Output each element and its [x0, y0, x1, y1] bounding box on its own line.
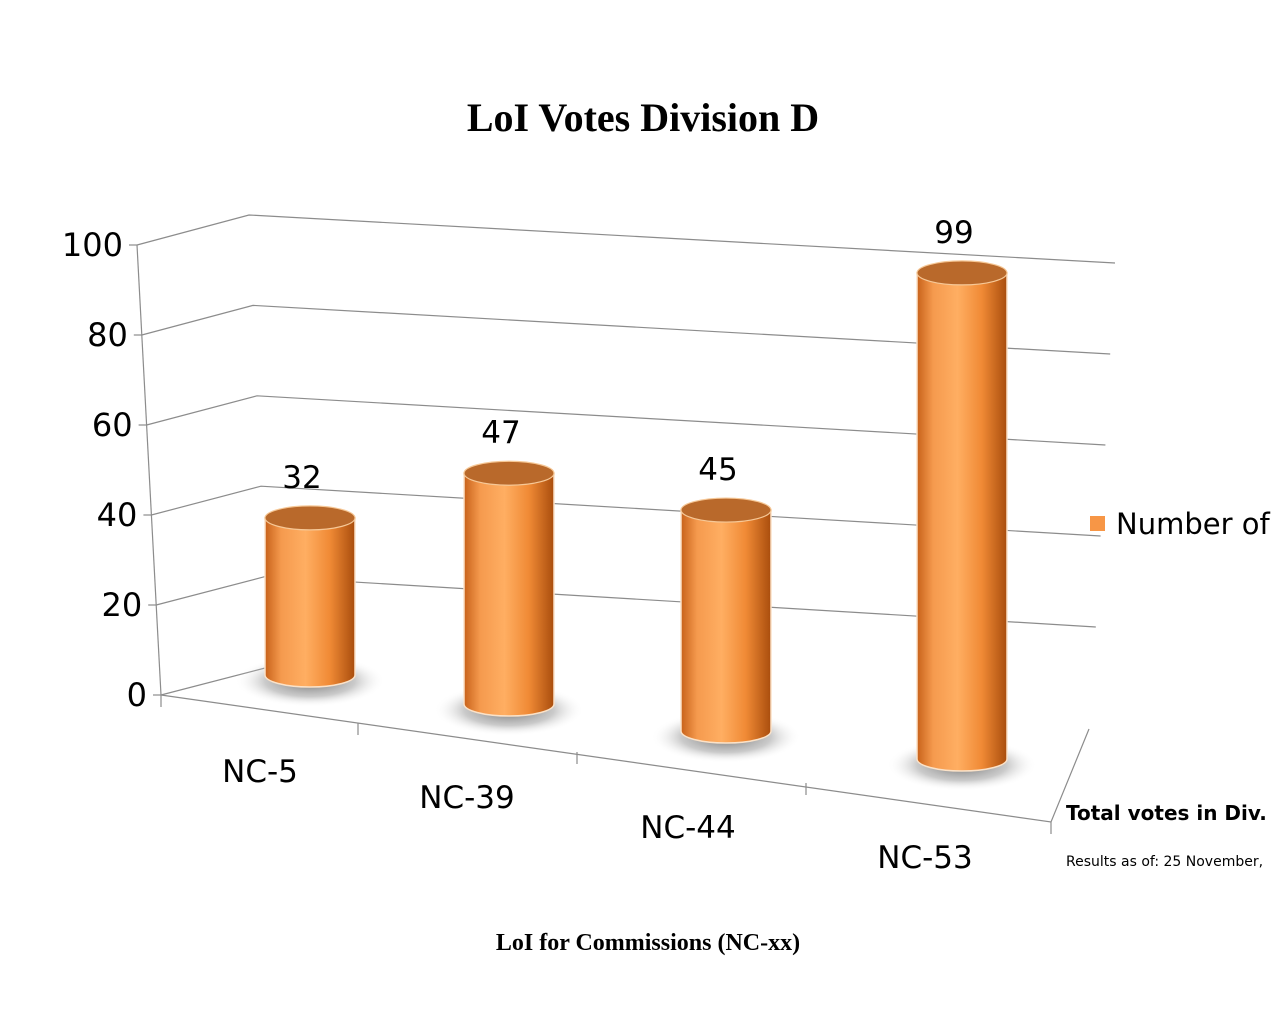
gridline	[141, 304, 1111, 355]
y-tick-label: 100	[62, 226, 123, 264]
gridline	[151, 485, 1101, 537]
x-axis-title: LoI for Commissions (NC-xx)	[496, 930, 800, 956]
legend-swatch	[1090, 516, 1105, 531]
bars: 32 47 45 99	[235, 215, 1037, 791]
gridline	[146, 395, 1106, 446]
results-date-note: Results as of: 25 November,	[1066, 854, 1263, 870]
y-tick-label: 40	[97, 496, 138, 534]
axes	[136, 244, 1090, 823]
y-tick-label: 80	[87, 316, 128, 354]
bar-top	[680, 497, 772, 523]
x-tick-label: NC-39	[419, 780, 514, 816]
bar-NC-44	[651, 497, 801, 763]
y-tick-labels: 0 20 40 60 80 100	[62, 226, 147, 714]
bar-top	[463, 460, 555, 486]
legend-label: Number of	[1116, 507, 1270, 541]
y-axis-line	[136, 244, 162, 696]
gridline	[136, 214, 1116, 264]
x-tick-label: NC-53	[877, 840, 972, 876]
bar-body	[463, 472, 555, 717]
x-tick-label: NC-5	[222, 754, 298, 790]
x-axis-floor	[160, 694, 1090, 823]
legend: Number of	[1090, 507, 1270, 541]
x-tick-label: NC-44	[640, 810, 735, 846]
bar-NC-53	[887, 260, 1037, 791]
bar-top	[916, 260, 1008, 286]
data-label: 47	[481, 415, 520, 451]
bar-body	[916, 272, 1008, 772]
chart-title: LoI Votes Division D	[467, 95, 819, 140]
bar-top	[264, 505, 356, 531]
bar-body	[680, 509, 772, 744]
data-label: 45	[698, 452, 737, 488]
y-tick-label: 0	[127, 676, 147, 714]
bar-body	[264, 517, 356, 688]
bar-NC-39	[434, 460, 584, 736]
bar-NC-5	[235, 505, 385, 707]
y-tick-label: 20	[101, 586, 142, 624]
data-label: 99	[934, 215, 973, 251]
data-label: 32	[282, 460, 321, 496]
category-labels: NC-5 NC-39 NC-44 NC-53	[222, 754, 973, 876]
total-votes-note: Total votes in Div.	[1066, 801, 1267, 825]
y-tick-label: 60	[92, 406, 133, 444]
